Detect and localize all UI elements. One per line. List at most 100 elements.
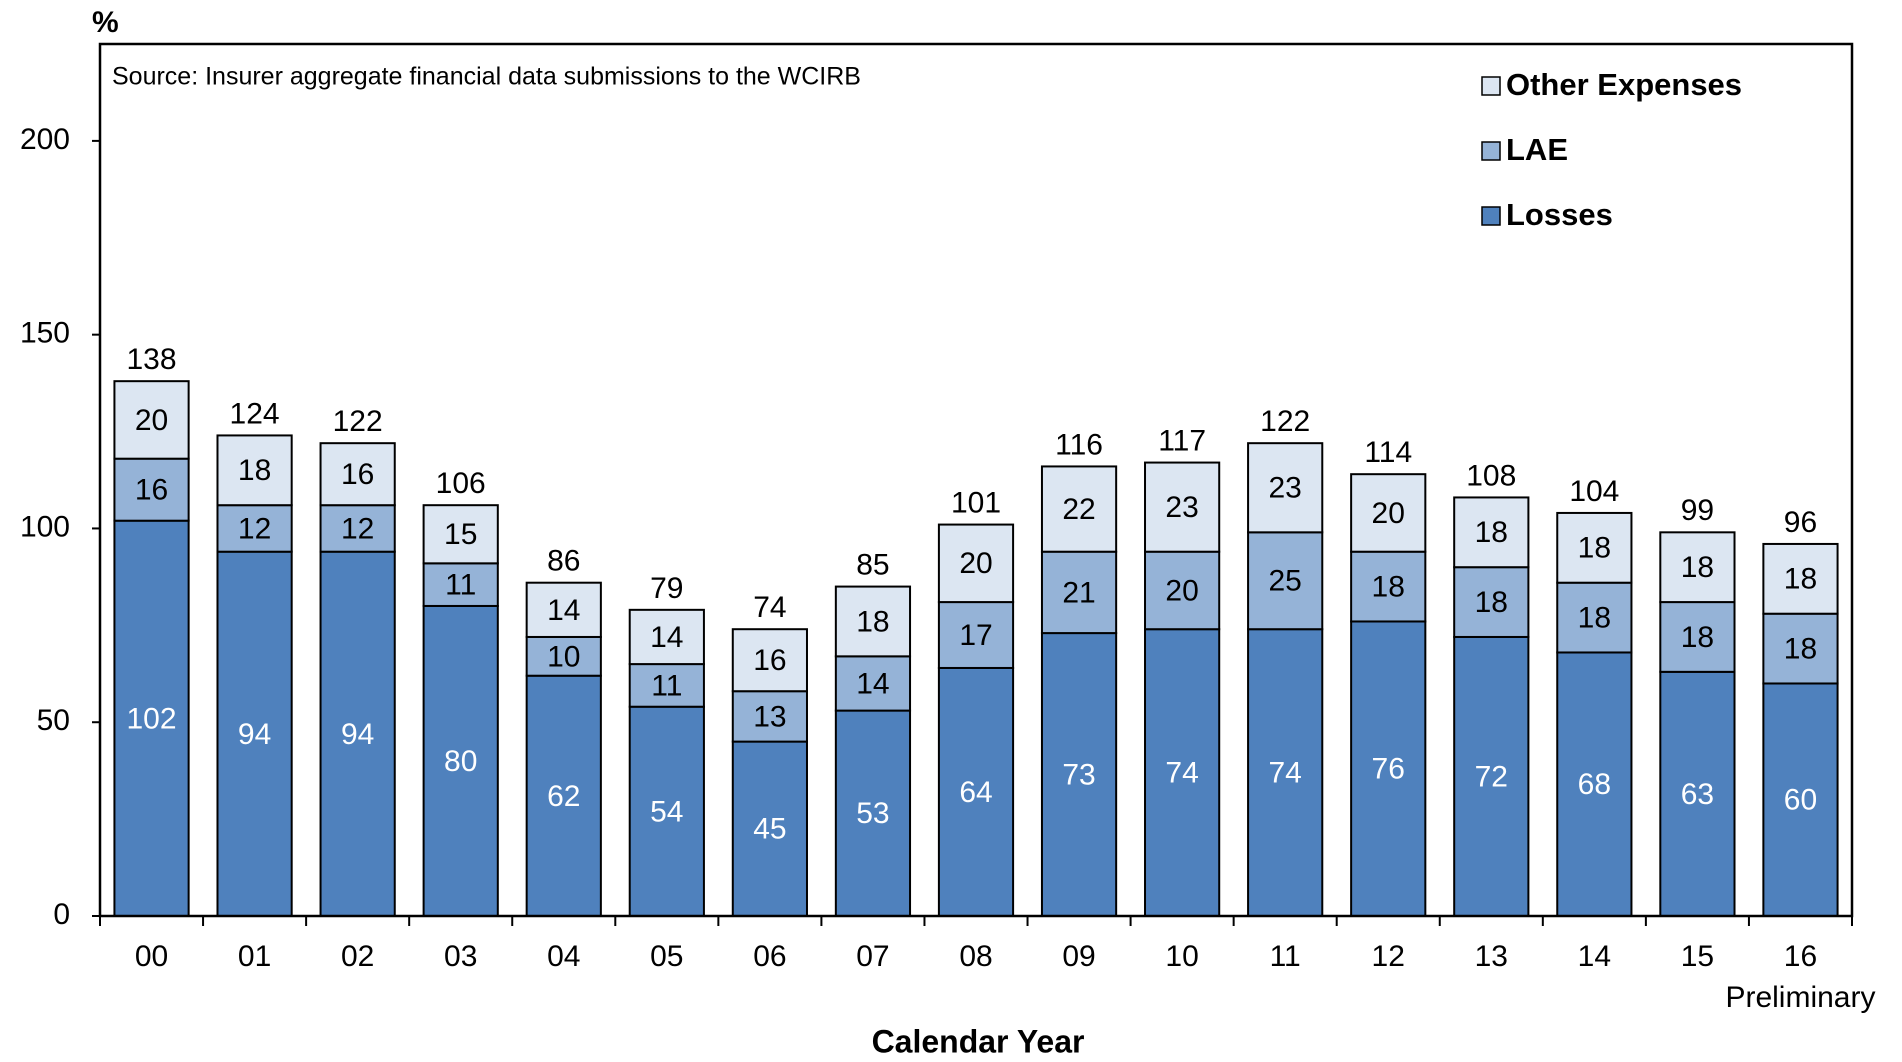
- data-label: 11: [445, 569, 476, 602]
- bar-segment: [1556, 511, 1633, 584]
- data-label: 18: [238, 454, 271, 487]
- bar-segment: [113, 380, 190, 460]
- legend-swatch: [1481, 141, 1501, 161]
- data-label: 74: [1268, 757, 1301, 790]
- data-label: 16: [753, 644, 786, 677]
- bar-segment: [1040, 465, 1118, 553]
- bar-segment: [834, 709, 912, 918]
- bar-segment: [731, 740, 808, 917]
- bar-segment: [216, 504, 293, 553]
- bar-segment: [1040, 550, 1118, 635]
- y-tick-label: 100: [20, 510, 70, 543]
- x-tick-label: 05: [650, 940, 683, 973]
- total-label: 124: [230, 397, 280, 430]
- legend-label: Other Expenses: [1506, 67, 1742, 102]
- bar-segment: [1247, 628, 1324, 917]
- total-label: 116: [1055, 428, 1103, 461]
- data-label: 25: [1268, 565, 1301, 598]
- data-label: 18: [1372, 570, 1405, 603]
- data-label: 54: [650, 795, 683, 828]
- x-tick-label: 16: [1784, 940, 1817, 973]
- bar-segment: [319, 504, 396, 553]
- data-label: 73: [1062, 758, 1095, 791]
- x-tick-label: 01: [238, 940, 271, 973]
- total-label: 138: [126, 343, 176, 376]
- bar-segment: [1659, 601, 1736, 673]
- total-label: 106: [436, 467, 486, 500]
- data-label: 21: [1062, 576, 1095, 609]
- x-tick-label: 03: [444, 940, 477, 973]
- bar-segment: [1350, 550, 1427, 623]
- total-label: 79: [650, 572, 683, 605]
- legend-swatch: [1481, 76, 1501, 96]
- x-tick-label: 11: [1270, 940, 1301, 973]
- bar-segment: [731, 690, 808, 743]
- bar-segment: [937, 666, 1015, 917]
- data-label: 12: [238, 512, 271, 545]
- data-label: 102: [126, 702, 176, 735]
- data-label: 12: [341, 512, 374, 545]
- data-label: 94: [238, 718, 271, 751]
- source-note: Source: Insurer aggregate financial data…: [112, 63, 861, 91]
- bar-segment: [1453, 566, 1530, 638]
- bar-segment: [834, 585, 912, 658]
- bar-segment: [525, 581, 602, 638]
- data-label: 94: [341, 718, 374, 751]
- bar-segment: [319, 442, 396, 507]
- x-tick-label: 06: [753, 940, 786, 973]
- data-label: 68: [1578, 768, 1611, 801]
- data-label: 17: [959, 619, 992, 652]
- x-tick-label: 02: [341, 940, 374, 973]
- legend-label: LAE: [1506, 132, 1568, 167]
- data-label: 76: [1372, 753, 1405, 786]
- data-label: 20: [135, 404, 168, 437]
- bar-segment: [1350, 620, 1427, 917]
- bar-segment: [1762, 682, 1839, 918]
- total-label: 96: [1784, 506, 1817, 539]
- legend-swatch: [1481, 206, 1501, 226]
- bar-segment: [422, 604, 499, 917]
- bar-segment: [937, 601, 1015, 669]
- bar-segment: [1453, 496, 1530, 569]
- total-label: 99: [1681, 494, 1714, 527]
- x-tick-label: 12: [1372, 940, 1405, 973]
- bar-segment: [525, 635, 602, 677]
- bar-segment: [422, 504, 499, 565]
- data-label: 18: [1578, 602, 1611, 635]
- data-label: 63: [1681, 778, 1714, 811]
- total-label: 108: [1466, 459, 1516, 492]
- data-label: 11: [651, 669, 682, 702]
- y-tick-label: 200: [20, 123, 70, 156]
- bar-segment: [1144, 550, 1221, 631]
- data-label: 64: [959, 776, 992, 809]
- data-label: 62: [547, 780, 580, 813]
- data-label: 20: [1165, 574, 1198, 607]
- bar-segment: [319, 550, 396, 917]
- x-tick-label: 08: [959, 940, 992, 973]
- data-label: 18: [1475, 586, 1508, 619]
- data-label: 16: [135, 474, 168, 507]
- data-label: 14: [856, 667, 889, 700]
- data-label: 22: [1062, 493, 1095, 526]
- data-label: 80: [444, 745, 477, 778]
- data-label: 60: [1784, 784, 1817, 817]
- data-label: 18: [1681, 621, 1714, 654]
- bar-segment: [628, 608, 705, 666]
- total-label: 117: [1158, 424, 1206, 457]
- bar-segment: [1762, 612, 1839, 685]
- bar-segment: [1762, 542, 1839, 615]
- bar-segment: [1556, 651, 1633, 917]
- x-tick-label: 04: [547, 940, 580, 973]
- data-label: 15: [444, 518, 477, 551]
- plot-frame: [98, 42, 1854, 918]
- total-label: 85: [856, 548, 889, 581]
- bar-segment: [525, 674, 602, 918]
- x-tick-label: 09: [1062, 940, 1095, 973]
- bar-segment: [113, 457, 190, 522]
- y-tick-label: 0: [53, 898, 70, 931]
- bar-segment: [113, 519, 190, 918]
- x-tick-label: 00: [135, 940, 168, 973]
- data-label: 45: [753, 813, 786, 846]
- total-label: 122: [333, 405, 383, 438]
